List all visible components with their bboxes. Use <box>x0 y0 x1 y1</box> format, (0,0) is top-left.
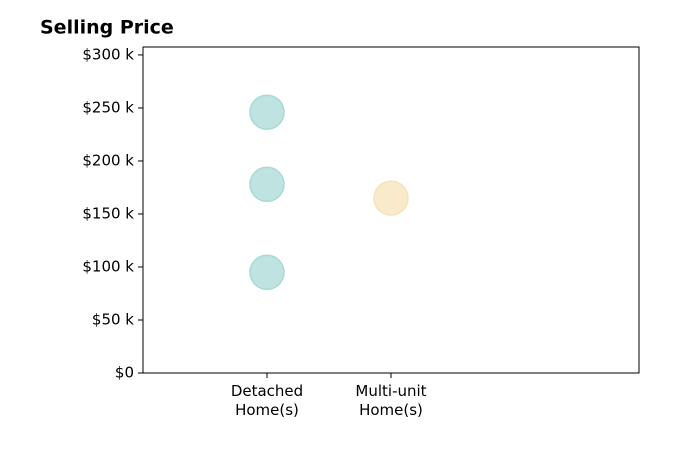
point <box>249 166 285 203</box>
y-tick-label: $200 k <box>82 151 134 169</box>
y-tick-label: $250 k <box>82 98 134 116</box>
point <box>249 94 285 130</box>
y-tick-label: $100 k <box>82 257 134 275</box>
y-tick-label: $150 k <box>82 204 134 222</box>
x-tick-label: Multi-unit Home(s) <box>355 382 427 419</box>
y-tick-label: $300 k <box>82 45 134 63</box>
y-tick-label: $50 k <box>92 310 134 328</box>
point <box>249 254 285 291</box>
chart-title: Selling Price <box>40 17 174 39</box>
y-tick-label: $0 <box>115 364 134 382</box>
x-tick-label: Detached Home(s) <box>230 382 304 419</box>
point <box>373 180 409 216</box>
